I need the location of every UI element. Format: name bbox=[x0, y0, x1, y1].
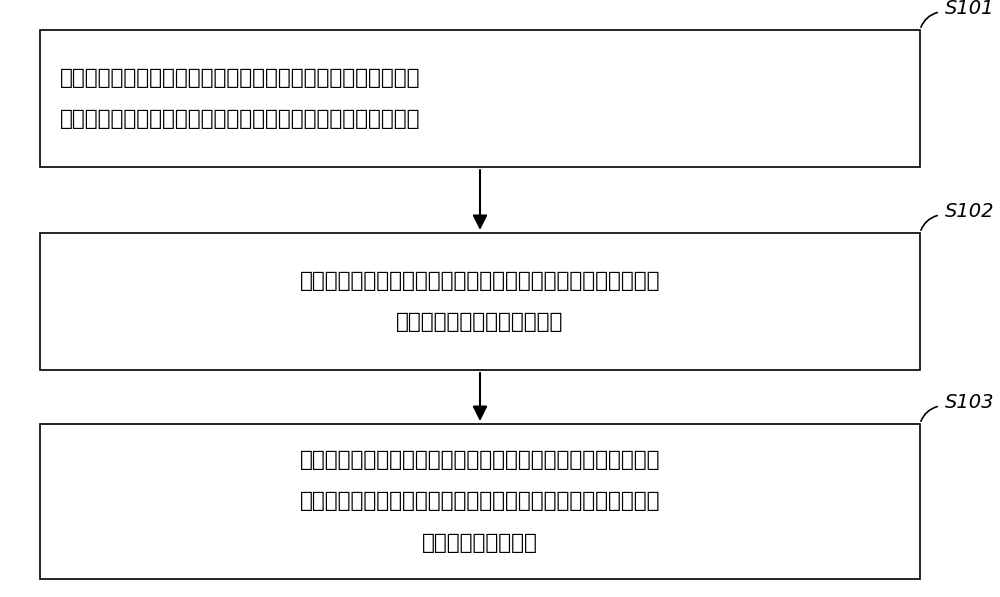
Text: 响应于扔矩切换控制信号，根据电动汾车的行騶状态信号确定电: 响应于扔矩切换控制信号，根据电动汾车的行騶状态信号确定电 bbox=[60, 67, 420, 88]
Text: 根据所述行騶状态以及所述扔矩变化量得到扔矩调整时间，以及: 根据所述行騶状态以及所述扔矩变化量得到扔矩调整时间，以及 bbox=[300, 270, 660, 291]
Text: 对电机扔矩进行控制: 对电机扔矩进行控制 bbox=[422, 533, 538, 553]
Bar bbox=[40, 233, 920, 370]
Text: S102: S102 bbox=[945, 202, 995, 221]
Bar bbox=[40, 30, 920, 167]
Text: S101: S101 bbox=[945, 0, 995, 19]
Text: S103: S103 bbox=[945, 393, 995, 413]
FancyArrowPatch shape bbox=[921, 216, 937, 230]
Bar bbox=[40, 424, 920, 579]
FancyArrowPatch shape bbox=[921, 13, 937, 27]
Text: 机的目标扔矩，根据电机的当前扔矩和目标扔矩确定扔矩变化量: 机的目标扔矩，根据电机的当前扔矩和目标扔矩确定扔矩变化量 bbox=[60, 109, 420, 130]
FancyArrowPatch shape bbox=[921, 407, 937, 421]
Text: 扔矩变化率与时间的对应关系: 扔矩变化率与时间的对应关系 bbox=[396, 312, 564, 333]
Text: 根据所述扔矩变化量和所述扔矩变化率与时间的对应关系得到电: 根据所述扔矩变化量和所述扔矩变化率与时间的对应关系得到电 bbox=[300, 450, 660, 470]
Text: 机扔矩与时间的对应关系，根据所述电机扔矩与时间的对应关系: 机扔矩与时间的对应关系，根据所述电机扔矩与时间的对应关系 bbox=[300, 491, 660, 512]
